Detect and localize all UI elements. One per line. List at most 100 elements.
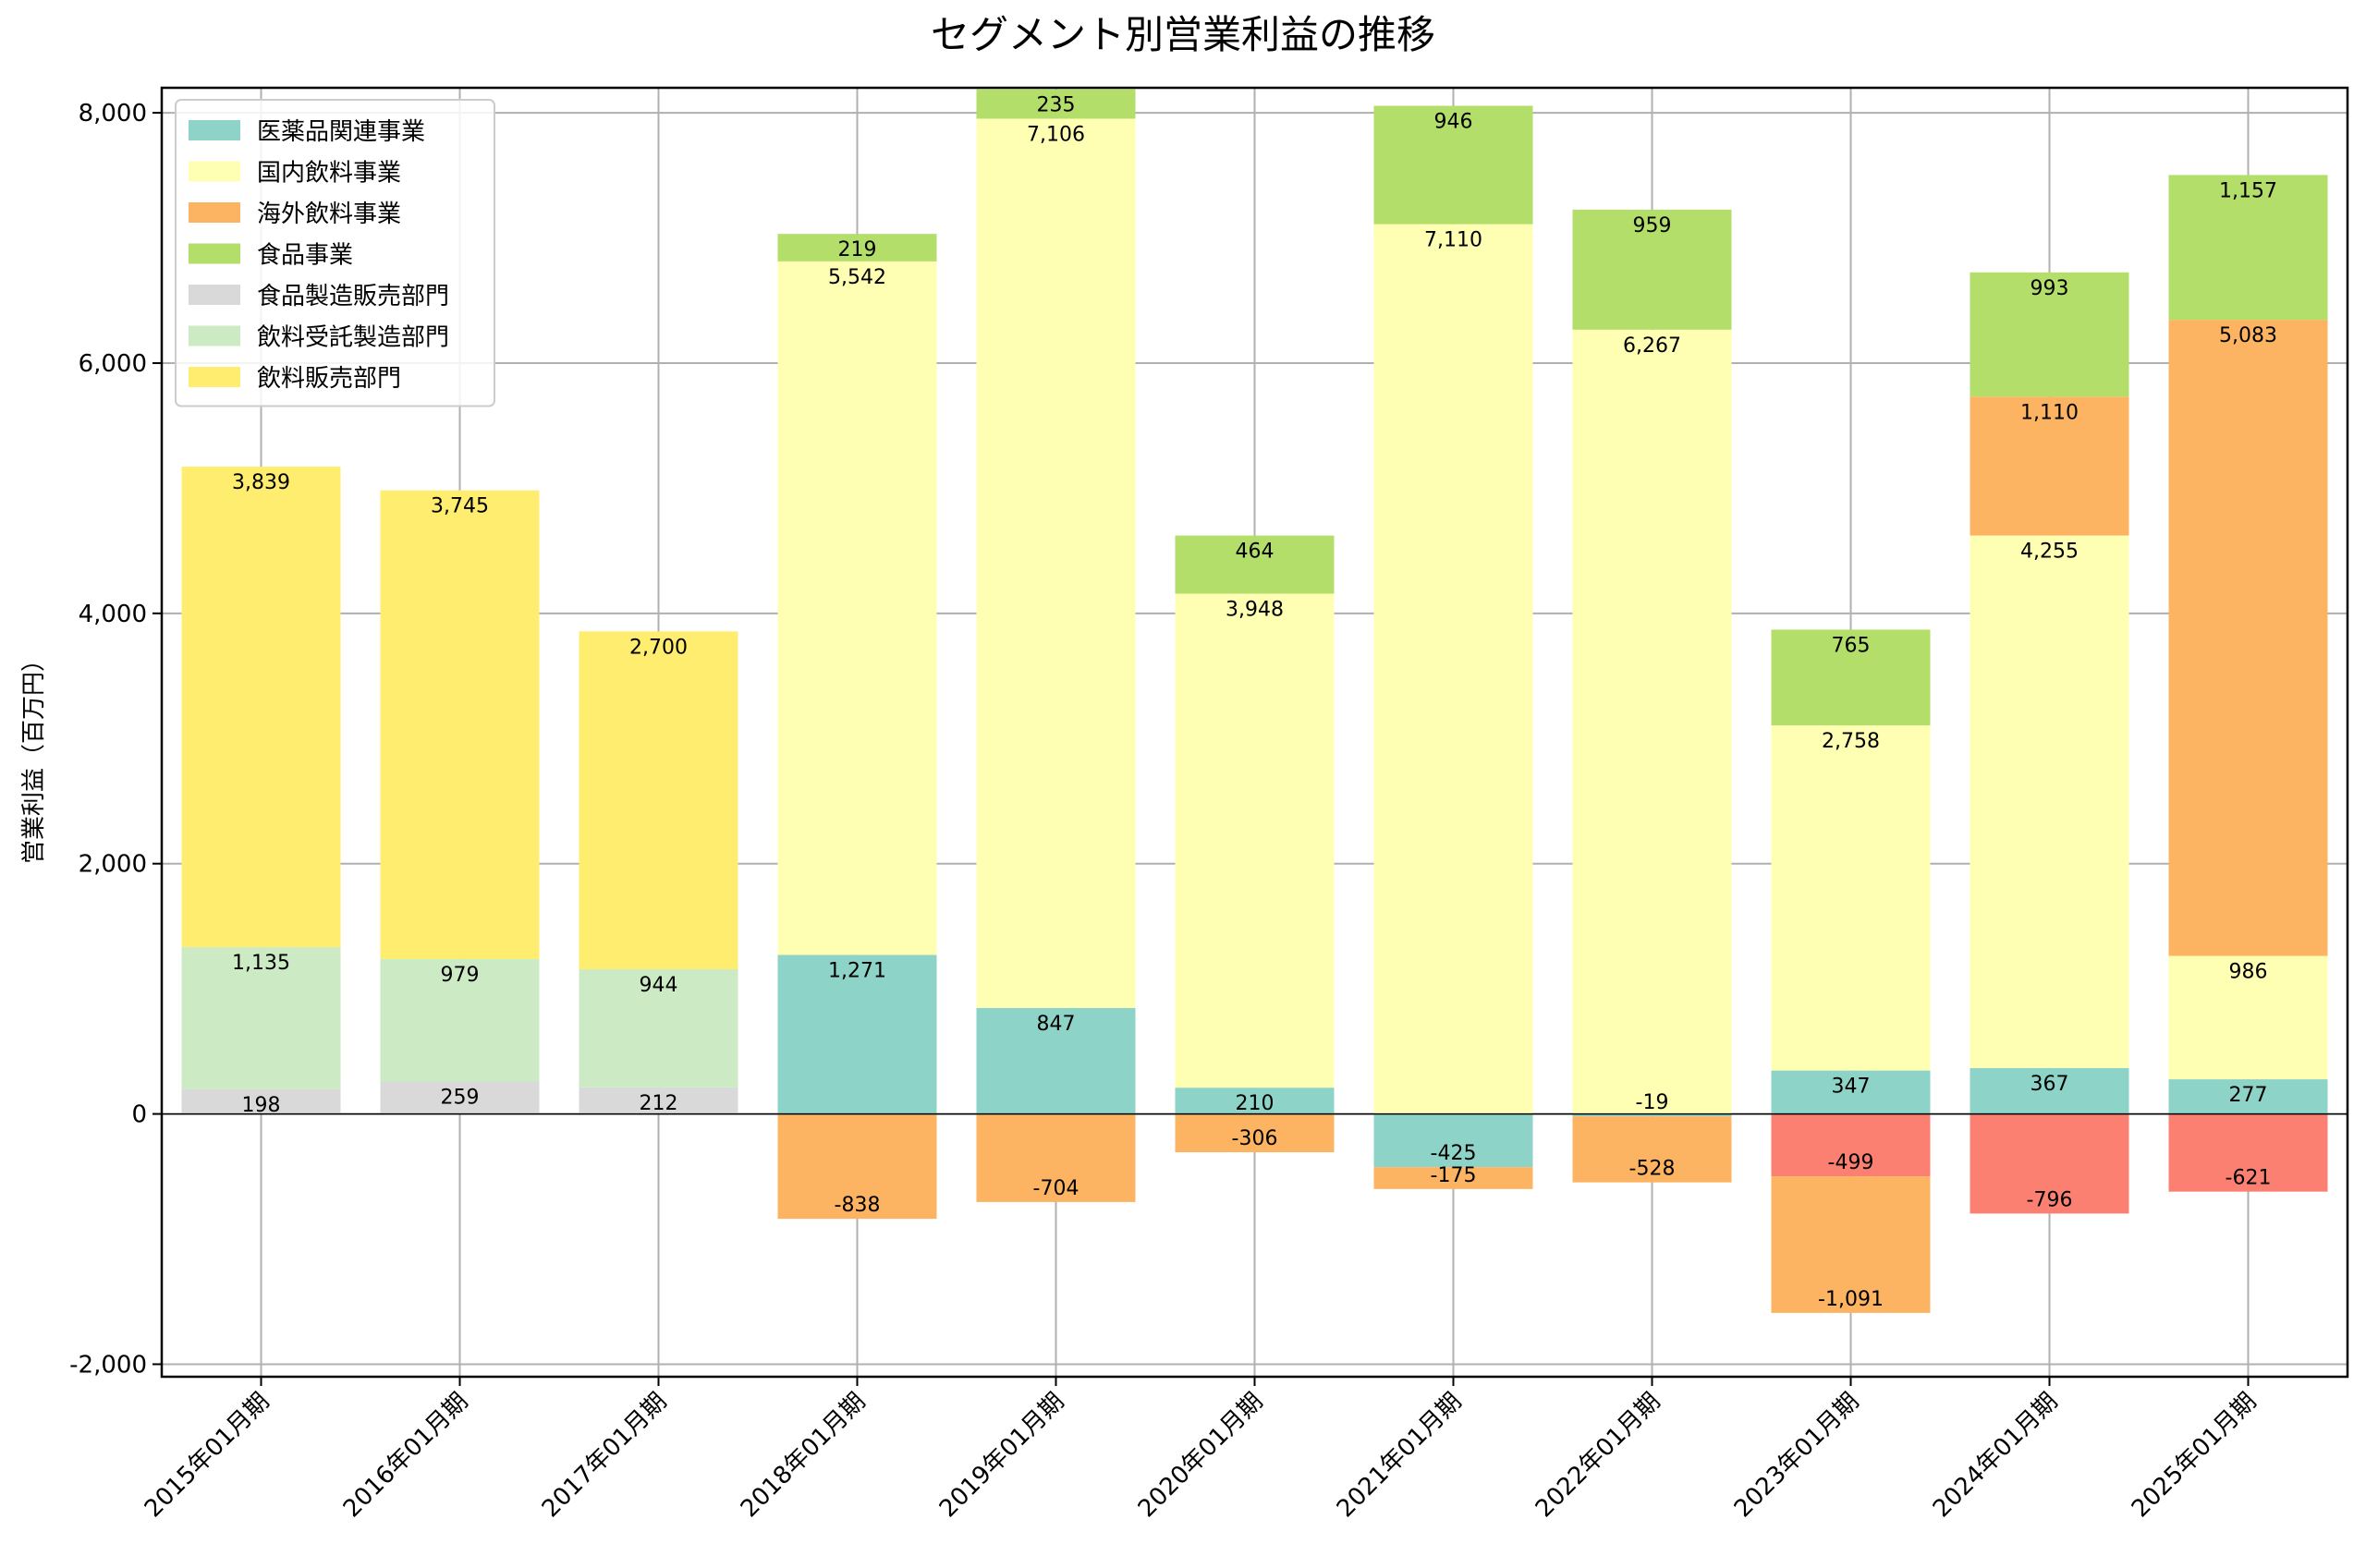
bar-segment <box>1970 535 2129 1068</box>
bar-segment <box>1175 1088 1335 1114</box>
x-tick-label: 2015年01月期 <box>140 1388 275 1524</box>
legend-swatch <box>189 120 240 140</box>
bar-segment <box>1572 209 1732 330</box>
bar-value-label: 464 <box>1236 541 1274 564</box>
bar-segment <box>181 1088 341 1114</box>
y-tick-label: -2,000 <box>69 1351 147 1379</box>
bar-segment <box>1373 105 1533 225</box>
bar-segment <box>1175 1113 1335 1153</box>
bar-value-label: 979 <box>441 964 480 987</box>
x-tick-label: 2024年01月期 <box>1928 1388 2064 1524</box>
bar-value-label: 198 <box>242 1094 281 1117</box>
bar-value-label: -175 <box>1431 1164 1477 1187</box>
x-tick-label: 2017年01月期 <box>537 1388 673 1524</box>
bar-value-label: -621 <box>2226 1167 2272 1190</box>
bar-segment <box>2168 1079 2328 1114</box>
x-tick-label: 2016年01月期 <box>338 1388 474 1524</box>
bar-segment <box>1771 1113 1931 1177</box>
legend-swatch <box>189 243 240 264</box>
legend-label: 海外飲料事業 <box>257 201 401 228</box>
bar-segment <box>380 490 540 959</box>
bar-segment <box>1175 593 1335 1088</box>
legend-swatch <box>189 202 240 223</box>
bar-segment <box>2168 1113 2328 1192</box>
bar-value-label: 1,271 <box>828 959 886 982</box>
bar-value-label: 5,542 <box>828 266 886 289</box>
bar-value-label: 1,110 <box>2020 401 2079 424</box>
bar-value-label: 210 <box>1236 1092 1274 1115</box>
x-tick-label: 2018年01月期 <box>736 1388 872 1524</box>
bar-value-label: 765 <box>1832 634 1871 657</box>
bar-value-label: 235 <box>1037 94 1076 117</box>
y-tick-label: 2,000 <box>79 851 147 879</box>
bar-value-label: 3,745 <box>431 495 489 518</box>
bar-segment <box>976 118 1136 1008</box>
bar-value-label: 347 <box>1832 1076 1871 1099</box>
bar-segment <box>1373 1113 1533 1168</box>
bar-segment <box>181 467 341 948</box>
bar-segment <box>1373 224 1533 1114</box>
legend-swatch <box>189 285 240 305</box>
bar-segment <box>1970 272 2129 397</box>
bar-value-label: 5,083 <box>2219 324 2277 347</box>
bars <box>181 89 2328 1313</box>
bar-segment <box>1572 329 1732 1114</box>
y-tick-label: 4,000 <box>79 601 147 628</box>
bar-value-label: 6,267 <box>1623 334 1681 358</box>
bar-value-label: 277 <box>2229 1084 2268 1107</box>
chart-title: セグメント別営業利益の推移 <box>931 12 1435 57</box>
bar-value-label: 219 <box>838 238 877 261</box>
y-axis-label: 営業利益（百万円） <box>20 648 48 864</box>
bar-value-label: -425 <box>1431 1142 1477 1165</box>
legend-label: 食品製造販売部門 <box>257 283 449 310</box>
bar-value-label: -528 <box>1629 1158 1676 1181</box>
x-tick-label: 2025年01月期 <box>2127 1388 2262 1524</box>
bar-segment <box>1572 1116 1732 1183</box>
bar-segment <box>579 1087 738 1114</box>
bar-segment <box>1970 396 2129 536</box>
bar-value-label: 1,135 <box>232 952 290 975</box>
legend-swatch <box>189 161 240 182</box>
bar-segment <box>777 234 937 261</box>
bar-segment <box>1175 535 1335 594</box>
bar-labels: 198 1,135 3,839 259 979 3,745 212 944 2,700 1,271… <box>232 94 2277 1311</box>
bar-value-label: 3,948 <box>1226 598 1284 621</box>
bar-segment <box>1970 1067 2129 1114</box>
bar-segment <box>777 954 937 1114</box>
x-tick-label: 2021年01月期 <box>1332 1388 1468 1524</box>
legend-swatch <box>189 325 240 346</box>
y-tick-label: 8,000 <box>79 100 147 128</box>
bar-value-label: 367 <box>2031 1073 2069 1096</box>
bar-value-label: 944 <box>640 974 678 997</box>
bar-segment <box>380 958 540 1082</box>
bar-segment <box>2168 955 2328 1080</box>
legend: 医薬品関連事業国内飲料事業海外飲料事業食品事業食品製造販売部門飲料受託製造部門飲… <box>175 99 495 407</box>
bar-value-label: 993 <box>2031 277 2069 300</box>
bar-segment <box>777 1113 937 1220</box>
bar-segment <box>1771 725 1931 1071</box>
bar-segment <box>1970 1113 2129 1214</box>
bar-value-label: 986 <box>2229 961 2268 984</box>
bar-segment <box>976 1113 1136 1202</box>
bar-segment <box>976 1007 1136 1114</box>
legend-label: 医薬品関連事業 <box>257 118 425 146</box>
bar-value-label: 959 <box>1633 214 1672 237</box>
bar-value-label: 4,255 <box>2020 541 2079 564</box>
bar-segment <box>1373 1167 1533 1189</box>
bar-value-label: -838 <box>835 1194 881 1217</box>
bar-value-label: 946 <box>1434 111 1473 134</box>
bar-value-label: 2,758 <box>1822 730 1880 753</box>
legend-label: 飲料受託製造部門 <box>257 324 449 352</box>
bar-value-label: 3,839 <box>232 471 290 494</box>
bar-value-label: -1,091 <box>1818 1288 1884 1311</box>
bar-value-label: -306 <box>1232 1127 1278 1150</box>
bar-value-label: 847 <box>1037 1013 1076 1036</box>
legend-label: 食品事業 <box>257 242 353 270</box>
bar-value-label: 7,110 <box>1424 229 1482 252</box>
bar-value-label: -796 <box>2027 1188 2073 1211</box>
bar-value-label: 212 <box>640 1092 678 1115</box>
y-tick-label: 6,000 <box>79 350 147 378</box>
bar-value-label: -19 <box>1636 1091 1669 1114</box>
bar-segment <box>2168 320 2328 956</box>
